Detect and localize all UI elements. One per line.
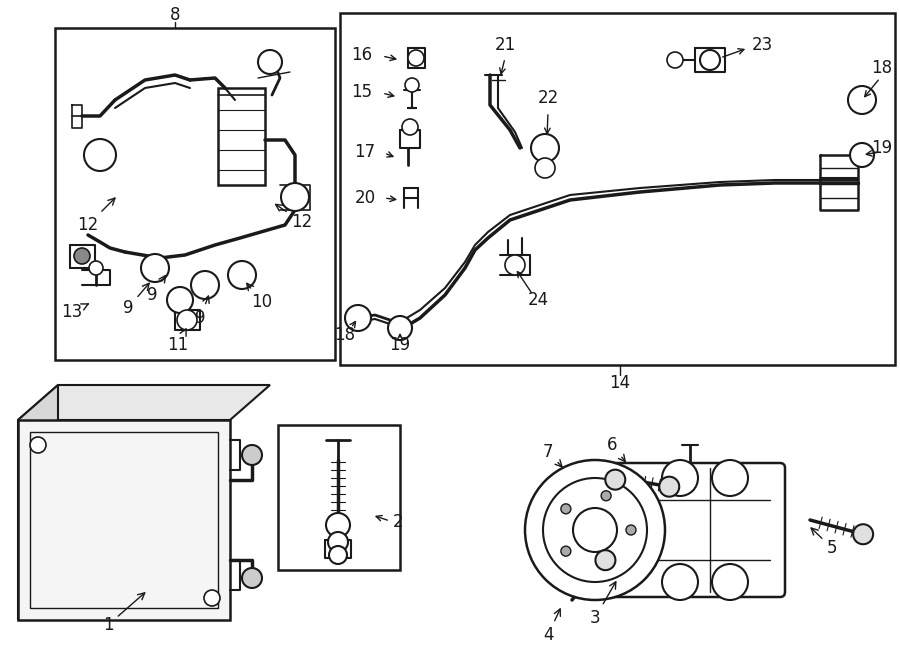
Circle shape bbox=[204, 590, 220, 606]
Circle shape bbox=[405, 78, 419, 92]
Circle shape bbox=[601, 559, 611, 569]
Circle shape bbox=[535, 158, 555, 178]
Text: 15: 15 bbox=[351, 83, 373, 101]
Circle shape bbox=[242, 568, 262, 588]
Circle shape bbox=[177, 310, 197, 330]
Text: 14: 14 bbox=[609, 374, 631, 392]
FancyBboxPatch shape bbox=[585, 463, 785, 597]
Text: 22: 22 bbox=[537, 89, 559, 107]
Text: 10: 10 bbox=[247, 284, 273, 311]
Circle shape bbox=[329, 546, 347, 564]
Circle shape bbox=[561, 546, 571, 556]
Text: 7: 7 bbox=[543, 443, 562, 467]
Text: 16: 16 bbox=[351, 46, 373, 64]
Circle shape bbox=[388, 316, 412, 340]
Circle shape bbox=[662, 460, 698, 496]
Circle shape bbox=[167, 287, 193, 313]
Circle shape bbox=[596, 550, 616, 570]
Circle shape bbox=[573, 508, 617, 552]
Text: 18: 18 bbox=[335, 326, 356, 344]
Circle shape bbox=[242, 445, 262, 465]
Circle shape bbox=[84, 139, 116, 171]
Circle shape bbox=[141, 254, 169, 282]
Text: 12: 12 bbox=[77, 198, 115, 234]
Text: 24: 24 bbox=[527, 291, 549, 309]
Circle shape bbox=[30, 437, 46, 453]
Text: 5: 5 bbox=[811, 528, 837, 557]
Text: 17: 17 bbox=[355, 143, 375, 161]
Circle shape bbox=[326, 513, 350, 537]
Polygon shape bbox=[18, 420, 230, 620]
Circle shape bbox=[626, 525, 636, 535]
Circle shape bbox=[667, 52, 683, 68]
Circle shape bbox=[525, 460, 665, 600]
Circle shape bbox=[258, 50, 282, 74]
Polygon shape bbox=[18, 385, 58, 620]
Text: 2: 2 bbox=[392, 513, 403, 531]
Circle shape bbox=[191, 271, 219, 299]
Text: 9: 9 bbox=[122, 284, 149, 317]
Circle shape bbox=[850, 143, 874, 167]
Circle shape bbox=[606, 470, 626, 490]
Text: 21: 21 bbox=[494, 36, 516, 54]
Text: 3: 3 bbox=[590, 582, 616, 627]
Text: 13: 13 bbox=[61, 303, 88, 321]
Text: 8: 8 bbox=[170, 6, 180, 24]
Circle shape bbox=[408, 50, 424, 66]
Circle shape bbox=[659, 477, 680, 496]
Bar bbox=[55, 28, 335, 360]
Circle shape bbox=[848, 86, 876, 114]
Text: 6: 6 bbox=[607, 436, 625, 461]
Circle shape bbox=[531, 134, 559, 162]
Bar bbox=[278, 425, 400, 570]
Text: 19: 19 bbox=[390, 336, 410, 354]
Circle shape bbox=[228, 261, 256, 289]
Bar bbox=[340, 13, 895, 365]
Text: 9: 9 bbox=[147, 276, 166, 304]
Circle shape bbox=[74, 248, 90, 264]
Circle shape bbox=[89, 261, 103, 275]
Text: 12: 12 bbox=[275, 204, 312, 231]
Polygon shape bbox=[18, 385, 270, 420]
Circle shape bbox=[712, 564, 748, 600]
Text: 9: 9 bbox=[194, 296, 209, 327]
Circle shape bbox=[505, 255, 525, 275]
Bar bbox=[30, 432, 218, 608]
Text: 18: 18 bbox=[871, 59, 893, 77]
Circle shape bbox=[402, 119, 418, 135]
Text: 19: 19 bbox=[871, 139, 893, 157]
Text: 11: 11 bbox=[167, 329, 189, 354]
Text: 20: 20 bbox=[355, 189, 375, 207]
Circle shape bbox=[853, 524, 873, 544]
Circle shape bbox=[281, 183, 309, 211]
Text: 23: 23 bbox=[752, 36, 772, 54]
Text: 1: 1 bbox=[103, 593, 145, 634]
Circle shape bbox=[601, 490, 611, 501]
Circle shape bbox=[543, 478, 647, 582]
Circle shape bbox=[662, 564, 698, 600]
Circle shape bbox=[328, 532, 348, 552]
Bar bbox=[218, 88, 265, 185]
Text: 4: 4 bbox=[543, 609, 561, 644]
Circle shape bbox=[345, 305, 371, 331]
Circle shape bbox=[700, 50, 720, 70]
Circle shape bbox=[712, 460, 748, 496]
Circle shape bbox=[561, 504, 571, 514]
